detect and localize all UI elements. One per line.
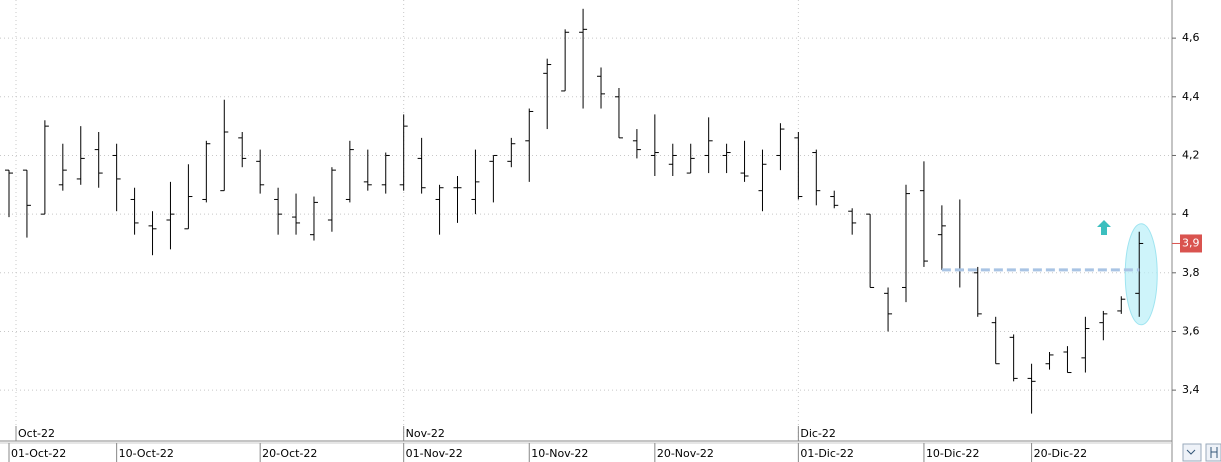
y-tick-label: 3,6: [1182, 324, 1200, 337]
x-tick-label: 10-Dic-22: [926, 447, 980, 460]
y-tick-label: 4: [1182, 207, 1189, 220]
y-tick-label: 4,2: [1182, 148, 1200, 161]
last-price-box: [1180, 234, 1202, 253]
last-price-label: 3,9: [1182, 236, 1200, 249]
y-tick-label: 4,6: [1182, 31, 1200, 44]
x-tick-label: 10-Nov-22: [531, 447, 588, 460]
highlight-ellipse: [1124, 223, 1158, 326]
y-tick-label: 3,8: [1182, 266, 1200, 279]
y-tick-label: 4,4: [1182, 90, 1200, 103]
y-tick-label: 3,4: [1182, 383, 1200, 396]
x-tick-label: 20-Dic-22: [1034, 447, 1088, 460]
signal-arrow: [1097, 220, 1111, 235]
x-tick-label: 01-Dic-22: [800, 447, 854, 460]
x-tick-label: 01-Nov-22: [406, 447, 463, 460]
x-tick-label: 20-Nov-22: [657, 447, 714, 460]
x-tick-label: 01-Oct-22: [11, 447, 66, 460]
month-label: Dic-22: [800, 427, 836, 440]
x-tick-label: 20-Oct-22: [262, 447, 317, 460]
settings-icon: [1210, 447, 1218, 458]
month-label: Nov-22: [406, 427, 445, 440]
x-tick-label: 10-Oct-22: [119, 447, 174, 460]
zoom-icon: [1186, 449, 1196, 455]
month-label: Oct-22: [18, 427, 55, 440]
